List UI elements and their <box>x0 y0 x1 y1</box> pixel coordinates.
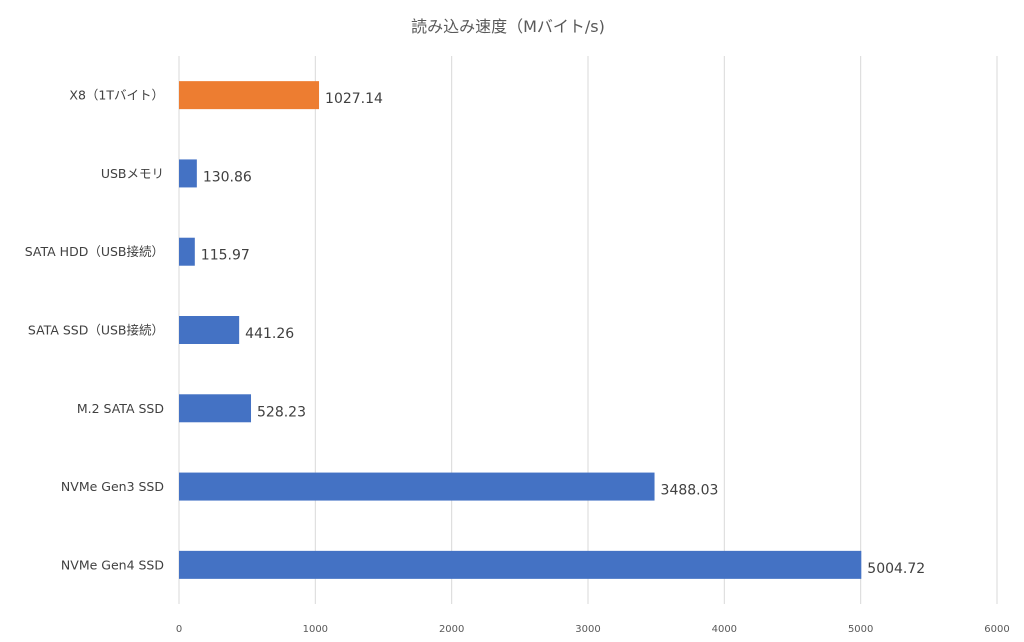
bar <box>179 394 252 423</box>
category-label: M.2 SATA SSD <box>77 401 164 416</box>
category-label: SATA HDD（USB接続） <box>25 244 164 259</box>
category-label: USBメモリ <box>101 166 164 181</box>
x-tick-label: 6000 <box>984 624 1009 635</box>
x-tick-label: 1000 <box>303 624 328 635</box>
gridlines <box>178 56 998 604</box>
data-label: 130.86 <box>203 169 252 185</box>
data-label: 3488.03 <box>661 483 719 499</box>
data-label: 115.97 <box>201 248 250 264</box>
bar <box>179 472 655 501</box>
bar <box>179 159 197 188</box>
category-label: NVMe Gen4 SSD <box>61 557 164 572</box>
data-label: 441.26 <box>245 326 294 342</box>
bar <box>179 237 195 266</box>
x-tick-label: 5000 <box>848 624 873 635</box>
x-tick-label: 0 <box>176 624 182 635</box>
data-label: 5004.72 <box>867 561 925 577</box>
bar <box>179 316 240 344</box>
category-label: SATA SSD（USB接続） <box>28 323 164 338</box>
category-label: X8（1Tバイト） <box>69 88 164 103</box>
data-label: 528.23 <box>257 404 306 420</box>
category-label: NVMe Gen3 SSD <box>61 479 164 494</box>
bar <box>179 550 862 579</box>
data-label: 1027.14 <box>325 91 383 107</box>
bars <box>179 81 862 579</box>
x-tick-label: 2000 <box>439 624 464 635</box>
data-labels: 1027.14 130.86 115.97 441.26 528.23 3488.03 50… <box>201 91 925 577</box>
x-tick-label: 4000 <box>712 624 737 635</box>
chart-title: 読み込み速度（Mバイト/s) <box>411 17 605 36</box>
x-axis-tick-labels: 0 1000 2000 3000 4000 5000 6000 <box>176 624 1010 635</box>
x-tick-label: 3000 <box>575 624 600 635</box>
category-labels: X8（1Tバイト） USBメモリ SATA HDD（USB接続） SATA SSD（U… <box>25 88 164 573</box>
bar <box>179 81 320 110</box>
